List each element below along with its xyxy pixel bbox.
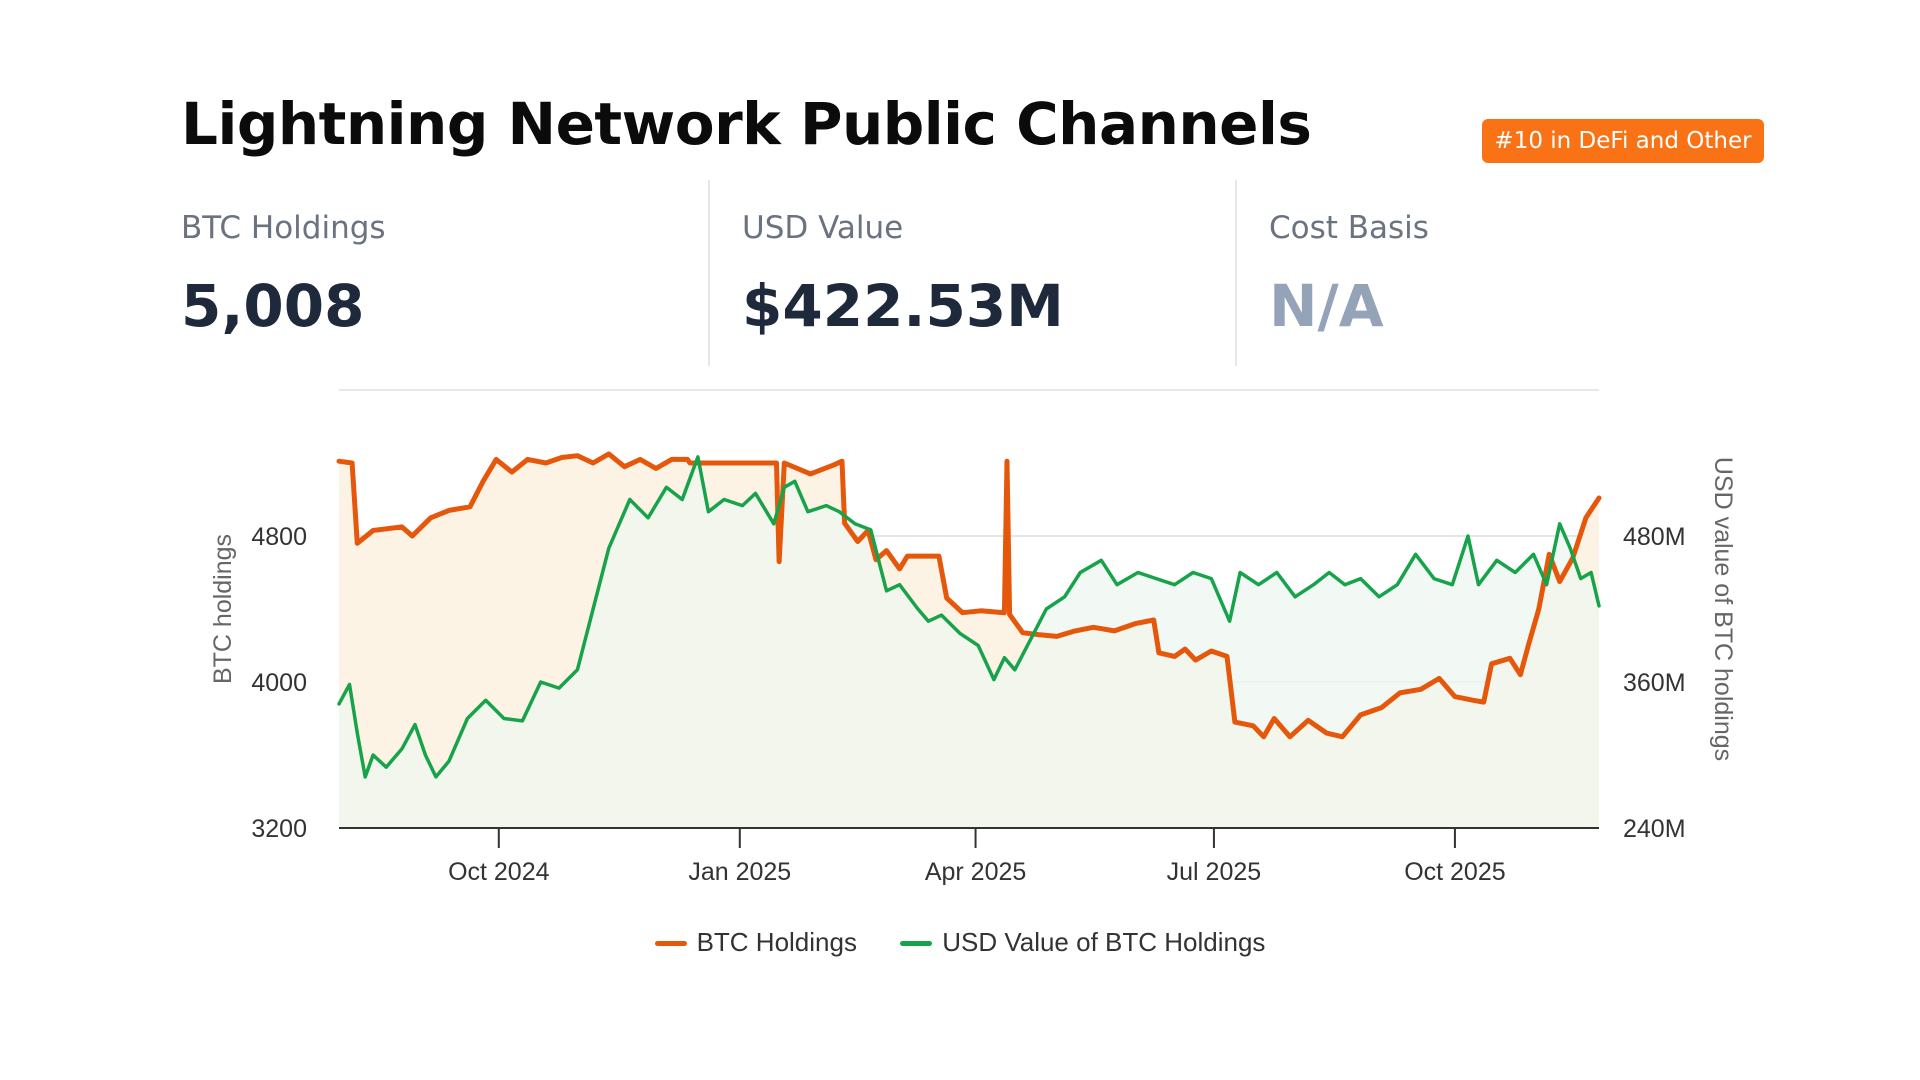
stat-label: BTC Holdings (181, 210, 386, 246)
series-lines (336, 451, 1602, 779)
stat-label: Cost Basis (1269, 210, 1429, 246)
stat-value: 5,008 (181, 272, 365, 340)
stat-usd-value: USD Value $422.53M (742, 180, 1242, 366)
stat-btc-holdings: BTC Holdings 5,008 (181, 180, 701, 366)
x-tick-label: Apr 2025 (925, 858, 1026, 886)
y-left-tick-label: 4000 (251, 669, 307, 697)
y-axis-left-title: BTC holdings (209, 534, 237, 684)
legend-item-btc-holdings[interactable]: BTC Holdings (654, 926, 857, 958)
chart-legend: BTC Holdings USD Value of BTC Holdings (0, 925, 1920, 958)
stat-divider (708, 180, 710, 366)
y-right-tick-label: 240M (1623, 815, 1686, 843)
x-tick-label: Jan 2025 (688, 858, 791, 886)
x-tick-label: Oct 2024 (448, 858, 550, 886)
series-area-usd-value (339, 456, 1599, 828)
x-tick-label: Oct 2025 (1404, 858, 1505, 886)
y-right-tick-label: 360M (1623, 669, 1686, 697)
legend-item-usd-value[interactable]: USD Value of BTC Holdings (900, 927, 1265, 958)
series-line-btc-holdings (336, 451, 1602, 740)
stat-cost-basis: Cost Basis N/A (1269, 180, 1764, 366)
page-title: Lightning Network Public Channels (181, 90, 1312, 158)
tick-labels: 3200 4000 4800 240M 360M 480M Oct 2024 Jan 2025… (251, 523, 1685, 886)
x-tick-label: Jul 2025 (1167, 858, 1262, 886)
y-left-tick-label: 3200 (251, 815, 307, 843)
legend-label: BTC Holdings (696, 926, 857, 957)
y-axis-right-title: USD value of BTC holdings (1709, 457, 1737, 761)
legend-swatch-btc (654, 941, 687, 947)
stat-value: N/A (1269, 272, 1384, 340)
rank-badge[interactable]: #10 in DeFi and Other (1482, 119, 1764, 163)
legend-label: USD Value of BTC Holdings (942, 926, 1266, 957)
stat-divider (1235, 180, 1237, 366)
stat-label: USD Value (742, 210, 904, 246)
series-line-usd-value (337, 455, 1601, 779)
y-left-tick-label: 4800 (251, 523, 307, 551)
y-right-tick-label: 480M (1623, 523, 1686, 551)
stat-value: $422.53M (742, 272, 1064, 340)
legend-swatch-usd (900, 941, 933, 947)
axes (339, 827, 1599, 848)
holdings-chart[interactable]: 3200 4000 4800 240M 360M 480M Oct 2024 Jan 2025… (0, 380, 1920, 980)
stats-row: BTC Holdings 5,008 USD Value $422.53M Co… (181, 180, 1764, 366)
